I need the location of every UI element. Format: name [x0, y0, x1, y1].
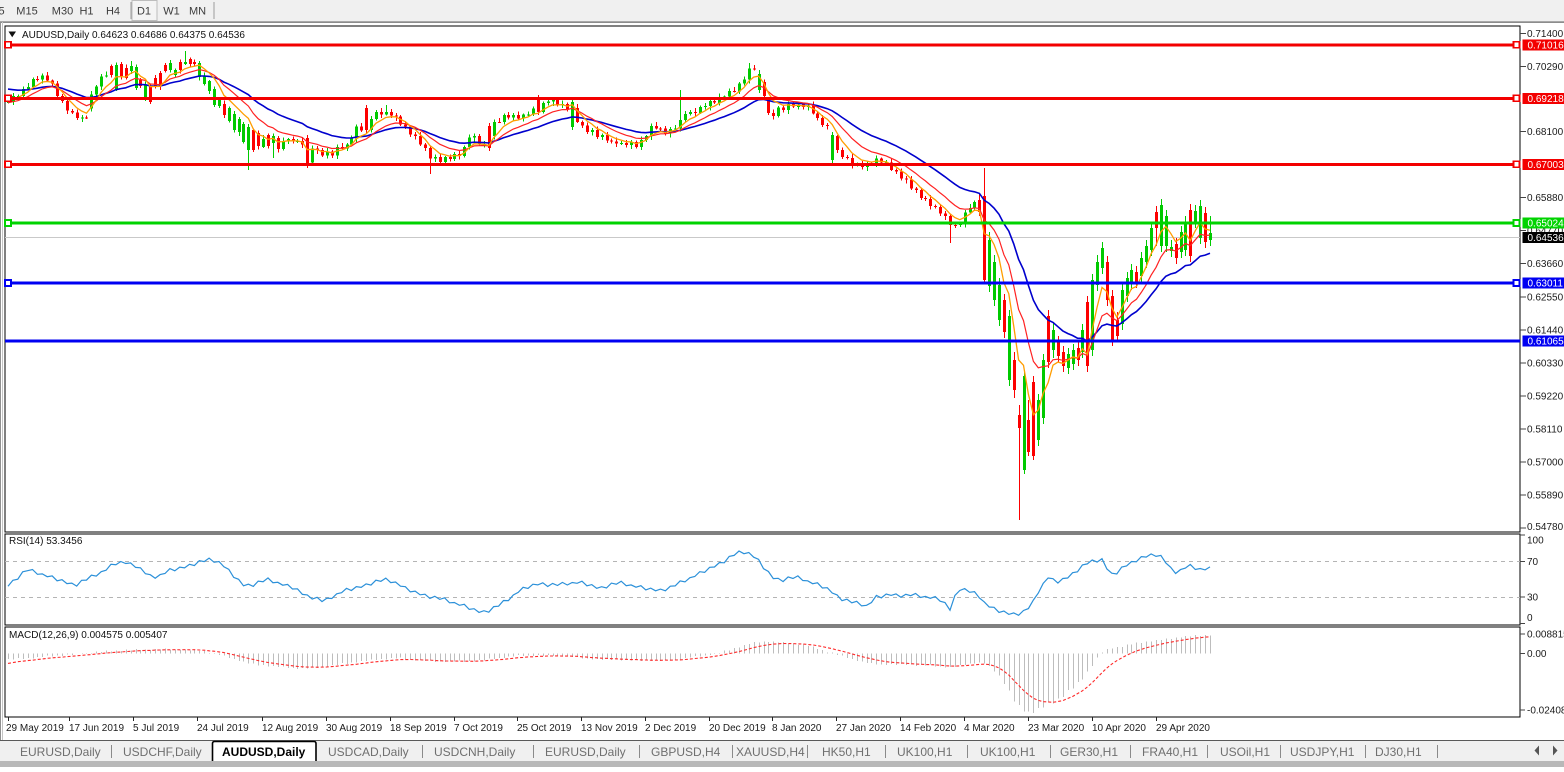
svg-text:14 Feb 2020: 14 Feb 2020: [900, 723, 957, 734]
svg-text:0.71016: 0.71016: [1528, 40, 1564, 51]
svg-text:10 Apr 2020: 10 Apr 2020: [1092, 723, 1146, 734]
svg-text:0.71400: 0.71400: [1527, 29, 1564, 40]
svg-text:5 Jul 2019: 5 Jul 2019: [133, 723, 180, 734]
svg-text:2 Dec 2019: 2 Dec 2019: [645, 723, 697, 734]
svg-text:0: 0: [1527, 613, 1533, 624]
svg-text:EURUSD,Daily: EURUSD,Daily: [20, 745, 101, 759]
svg-text:UK100,H1: UK100,H1: [897, 745, 953, 759]
svg-text:M30: M30: [52, 6, 73, 18]
svg-text:12 Aug 2019: 12 Aug 2019: [262, 723, 319, 734]
svg-text:100: 100: [1527, 536, 1544, 547]
svg-text:18 Sep 2019: 18 Sep 2019: [390, 723, 447, 734]
svg-text:HK50,H1: HK50,H1: [822, 745, 871, 759]
svg-text:70: 70: [1527, 557, 1539, 568]
svg-text:EURUSD,Daily: EURUSD,Daily: [545, 745, 626, 759]
svg-text:0.61440: 0.61440: [1527, 325, 1564, 336]
svg-text:USDCHF,Daily: USDCHF,Daily: [123, 745, 202, 759]
svg-text:25 Oct 2019: 25 Oct 2019: [517, 723, 572, 734]
svg-text:17 Jun 2019: 17 Jun 2019: [69, 723, 124, 734]
svg-text:0.64623 0.64686 0.64375 0.6453: 0.64623 0.64686 0.64375 0.64536: [92, 30, 245, 41]
svg-text:29 Apr 2020: 29 Apr 2020: [1156, 723, 1210, 734]
svg-text:0.58110: 0.58110: [1527, 424, 1563, 435]
svg-text:0.54780: 0.54780: [1527, 522, 1564, 533]
svg-text:0.65024: 0.65024: [1528, 219, 1564, 230]
svg-text:RSI(14) 53.3456: RSI(14) 53.3456: [9, 536, 83, 547]
svg-text:USDCNH,Daily: USDCNH,Daily: [434, 745, 515, 759]
svg-text:H1: H1: [79, 6, 93, 18]
svg-text:0.62550: 0.62550: [1527, 292, 1564, 303]
svg-text:0.61065: 0.61065: [1528, 336, 1564, 347]
svg-text:MN: MN: [189, 6, 206, 18]
svg-text:0.57000: 0.57000: [1527, 457, 1564, 468]
svg-text:GER30,H1: GER30,H1: [1060, 745, 1118, 759]
svg-text:D1: D1: [137, 6, 151, 18]
svg-text:H4: H4: [106, 6, 120, 18]
svg-text:7 Oct 2019: 7 Oct 2019: [454, 723, 503, 734]
svg-text:0.63011: 0.63011: [1528, 279, 1564, 290]
svg-text:27 Jan 2020: 27 Jan 2020: [836, 723, 891, 734]
svg-text:8 Jan 2020: 8 Jan 2020: [772, 723, 822, 734]
svg-text:AUDUSD,Daily: AUDUSD,Daily: [22, 30, 89, 41]
svg-text:30: 30: [1527, 593, 1539, 604]
svg-text:0.70290: 0.70290: [1527, 62, 1564, 73]
svg-text:AUDUSD,Daily: AUDUSD,Daily: [222, 745, 306, 759]
svg-text:0.65880: 0.65880: [1527, 193, 1564, 204]
svg-text:DJ30,H1: DJ30,H1: [1375, 745, 1422, 759]
svg-text:MACD(12,26,9) 0.004575 0.00540: MACD(12,26,9) 0.004575 0.005407: [9, 630, 168, 641]
svg-text:USDJPY,H1: USDJPY,H1: [1290, 745, 1355, 759]
svg-text:0.55890: 0.55890: [1527, 490, 1564, 501]
svg-text:USDCAD,Daily: USDCAD,Daily: [328, 745, 409, 759]
svg-text:0.67003: 0.67003: [1528, 160, 1564, 171]
svg-text:29 May 2019: 29 May 2019: [6, 723, 64, 734]
svg-text:4 Mar 2020: 4 Mar 2020: [964, 723, 1015, 734]
svg-text:0.68100: 0.68100: [1527, 127, 1564, 138]
svg-text:0.64536: 0.64536: [1528, 233, 1564, 244]
svg-text:W1: W1: [163, 6, 180, 18]
svg-text:0.69218: 0.69218: [1528, 94, 1564, 105]
svg-text:0.00: 0.00: [1527, 649, 1547, 660]
svg-text:13 Nov 2019: 13 Nov 2019: [581, 723, 638, 734]
svg-text:0.63660: 0.63660: [1527, 259, 1564, 270]
svg-text:UK100,H1: UK100,H1: [980, 745, 1036, 759]
svg-text:XAUUSD,H4: XAUUSD,H4: [736, 745, 805, 759]
svg-text:30 Aug 2019: 30 Aug 2019: [326, 723, 383, 734]
svg-text:0.008815: 0.008815: [1527, 629, 1564, 640]
svg-text:M5: M5: [0, 6, 5, 18]
svg-text:20 Dec 2019: 20 Dec 2019: [709, 723, 766, 734]
svg-text:24 Jul 2019: 24 Jul 2019: [197, 723, 249, 734]
svg-text:GBPUSD,H4: GBPUSD,H4: [651, 745, 721, 759]
svg-text:FRA40,H1: FRA40,H1: [1142, 745, 1198, 759]
svg-text:0.59220: 0.59220: [1527, 391, 1564, 402]
svg-text:M15: M15: [16, 6, 37, 18]
svg-text:USOil,H1: USOil,H1: [1220, 745, 1270, 759]
svg-text:23 Mar 2020: 23 Mar 2020: [1028, 723, 1085, 734]
svg-text:0.60330: 0.60330: [1527, 358, 1564, 369]
